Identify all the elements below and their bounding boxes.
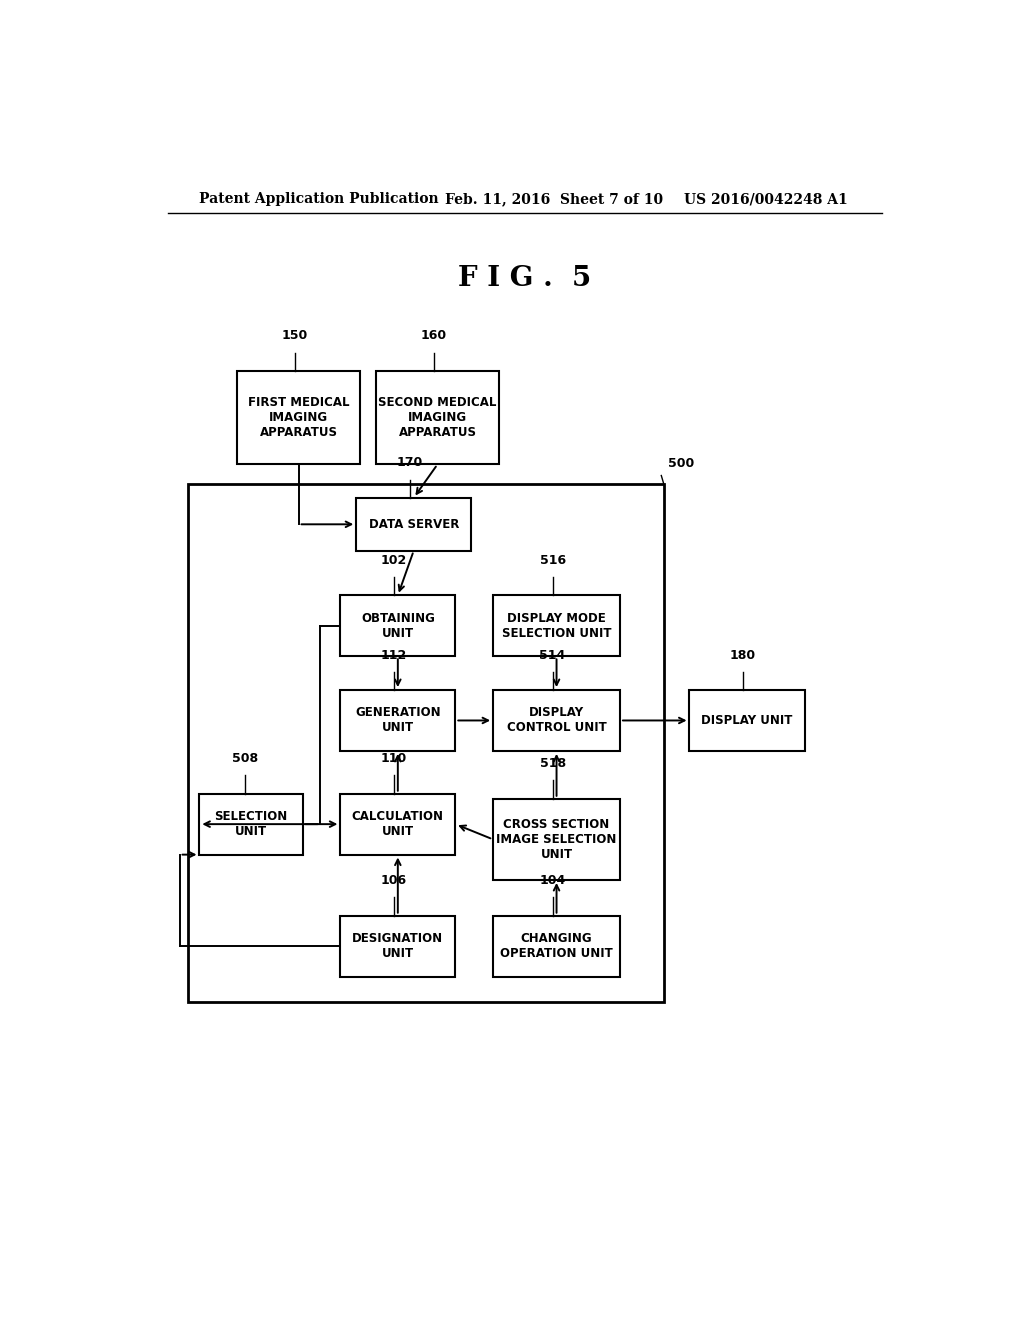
Text: 112: 112 xyxy=(381,648,407,661)
Text: 180: 180 xyxy=(730,648,756,661)
Text: DISPLAY MODE
SELECTION UNIT: DISPLAY MODE SELECTION UNIT xyxy=(502,612,611,640)
FancyBboxPatch shape xyxy=(340,916,456,977)
Text: 110: 110 xyxy=(381,752,407,766)
Text: Patent Application Publication: Patent Application Publication xyxy=(200,191,439,206)
Text: SELECTION
UNIT: SELECTION UNIT xyxy=(214,810,288,838)
Text: FIRST MEDICAL
IMAGING
APPARATUS: FIRST MEDICAL IMAGING APPARATUS xyxy=(248,396,349,440)
FancyBboxPatch shape xyxy=(340,690,456,751)
Text: CROSS SECTION
IMAGE SELECTION
UNIT: CROSS SECTION IMAGE SELECTION UNIT xyxy=(497,818,616,861)
Text: 160: 160 xyxy=(421,330,446,342)
FancyBboxPatch shape xyxy=(494,690,620,751)
FancyBboxPatch shape xyxy=(494,595,620,656)
Text: CHANGING
OPERATION UNIT: CHANGING OPERATION UNIT xyxy=(500,932,613,960)
Text: Feb. 11, 2016  Sheet 7 of 10: Feb. 11, 2016 Sheet 7 of 10 xyxy=(445,191,664,206)
FancyBboxPatch shape xyxy=(187,483,664,1002)
FancyBboxPatch shape xyxy=(356,498,471,550)
FancyBboxPatch shape xyxy=(340,793,456,854)
Text: 500: 500 xyxy=(668,458,694,470)
FancyBboxPatch shape xyxy=(340,595,456,656)
Text: DATA SERVER: DATA SERVER xyxy=(369,517,459,531)
Text: 514: 514 xyxy=(540,648,565,661)
Text: 170: 170 xyxy=(396,457,423,470)
Text: DESIGNATION
UNIT: DESIGNATION UNIT xyxy=(352,932,443,960)
Text: F I G .  5: F I G . 5 xyxy=(458,265,592,292)
Text: 508: 508 xyxy=(232,752,258,766)
FancyBboxPatch shape xyxy=(494,799,620,880)
Text: 150: 150 xyxy=(282,330,308,342)
Text: CALCULATION
UNIT: CALCULATION UNIT xyxy=(352,810,443,838)
Text: 518: 518 xyxy=(540,758,565,771)
Text: 516: 516 xyxy=(540,554,565,568)
FancyBboxPatch shape xyxy=(376,371,499,465)
Text: GENERATION
UNIT: GENERATION UNIT xyxy=(355,706,440,734)
Text: US 2016/0042248 A1: US 2016/0042248 A1 xyxy=(684,191,847,206)
Text: 104: 104 xyxy=(540,874,565,887)
Text: OBTAINING
UNIT: OBTAINING UNIT xyxy=(360,612,435,640)
Text: DISPLAY
CONTROL UNIT: DISPLAY CONTROL UNIT xyxy=(507,706,606,734)
Text: DISPLAY UNIT: DISPLAY UNIT xyxy=(701,714,793,727)
FancyBboxPatch shape xyxy=(494,916,620,977)
Text: 102: 102 xyxy=(381,554,407,568)
FancyBboxPatch shape xyxy=(200,793,303,854)
FancyBboxPatch shape xyxy=(238,371,360,465)
Text: 106: 106 xyxy=(381,874,407,887)
Text: SECOND MEDICAL
IMAGING
APPARATUS: SECOND MEDICAL IMAGING APPARATUS xyxy=(378,396,497,440)
FancyBboxPatch shape xyxy=(689,690,805,751)
